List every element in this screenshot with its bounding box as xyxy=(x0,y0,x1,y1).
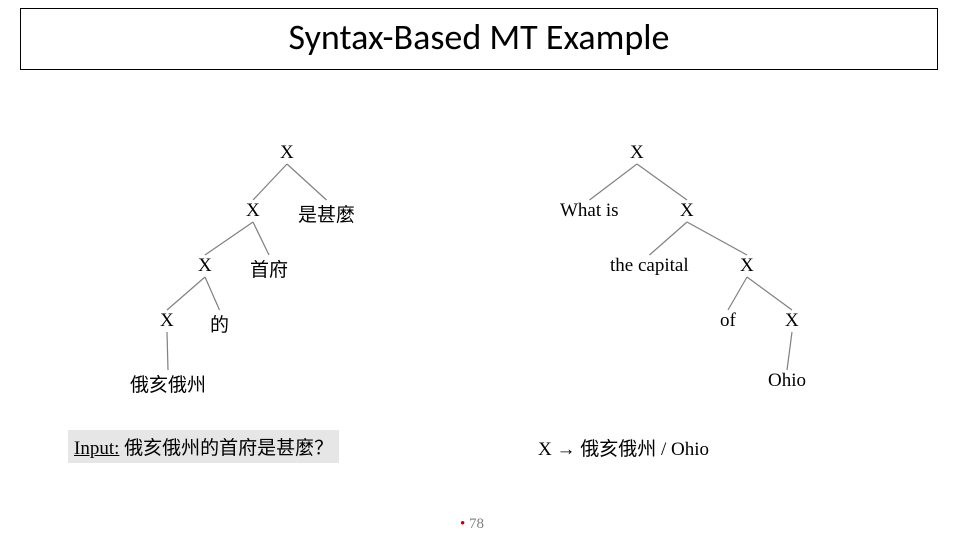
tree-node: of xyxy=(720,310,736,332)
tree-node: 俄亥俄州 xyxy=(130,370,206,397)
page-number: • 78 xyxy=(460,516,484,533)
tree-node: X xyxy=(198,255,212,277)
rule-text: X → 俄亥俄州 / Ohio xyxy=(538,434,709,461)
input-box: Input: 俄亥俄州的首府是甚麼？ xyxy=(68,430,339,463)
tree-node: 的 xyxy=(210,310,229,337)
tree-node: X xyxy=(160,310,174,332)
tree-node: X xyxy=(280,142,294,164)
bullet-icon: • xyxy=(460,516,465,532)
input-label: Input: xyxy=(74,438,119,459)
page-title: Syntax-Based MT Example xyxy=(289,15,670,59)
tree-node: 首府 xyxy=(250,255,288,282)
tree-node: X xyxy=(630,142,644,164)
input-text: 俄亥俄州的首府是甚麼？ xyxy=(119,438,333,459)
tree-node: X xyxy=(785,310,799,332)
tree-node: X xyxy=(246,200,260,222)
tree-node: X xyxy=(740,255,754,277)
title-box: Syntax-Based MT Example xyxy=(20,8,938,70)
tree-node: What is xyxy=(560,200,619,222)
tree-node: 是甚麼 xyxy=(298,200,355,227)
tree-node: Ohio xyxy=(768,370,806,392)
tree-node: the capital xyxy=(610,255,689,277)
tree-node: X xyxy=(680,200,694,222)
